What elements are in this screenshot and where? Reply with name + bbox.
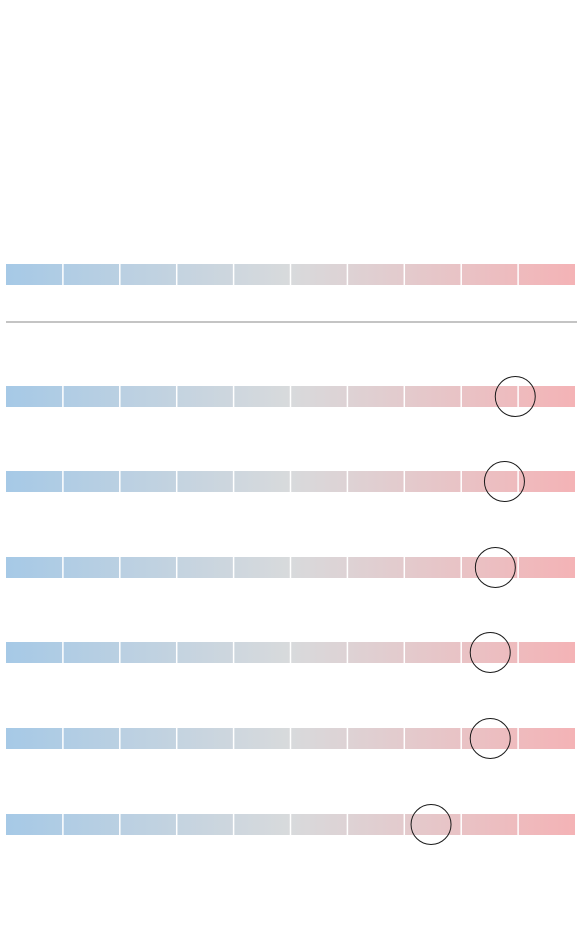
rating-marker	[483, 461, 525, 502]
rating-scale	[6, 471, 575, 492]
rating-marker	[474, 547, 516, 588]
reference-scale	[6, 264, 575, 285]
rating-scale	[6, 814, 575, 835]
rating-scale	[6, 386, 575, 407]
rating-scale	[6, 642, 575, 663]
rating-marker	[469, 718, 511, 759]
scale-bars	[6, 264, 575, 835]
rating-scale	[6, 728, 575, 749]
rating-marker	[469, 632, 511, 673]
rating-marker	[494, 376, 536, 417]
rating-markers	[410, 376, 536, 845]
rating-marker	[410, 804, 452, 845]
rating-scale	[6, 557, 575, 578]
